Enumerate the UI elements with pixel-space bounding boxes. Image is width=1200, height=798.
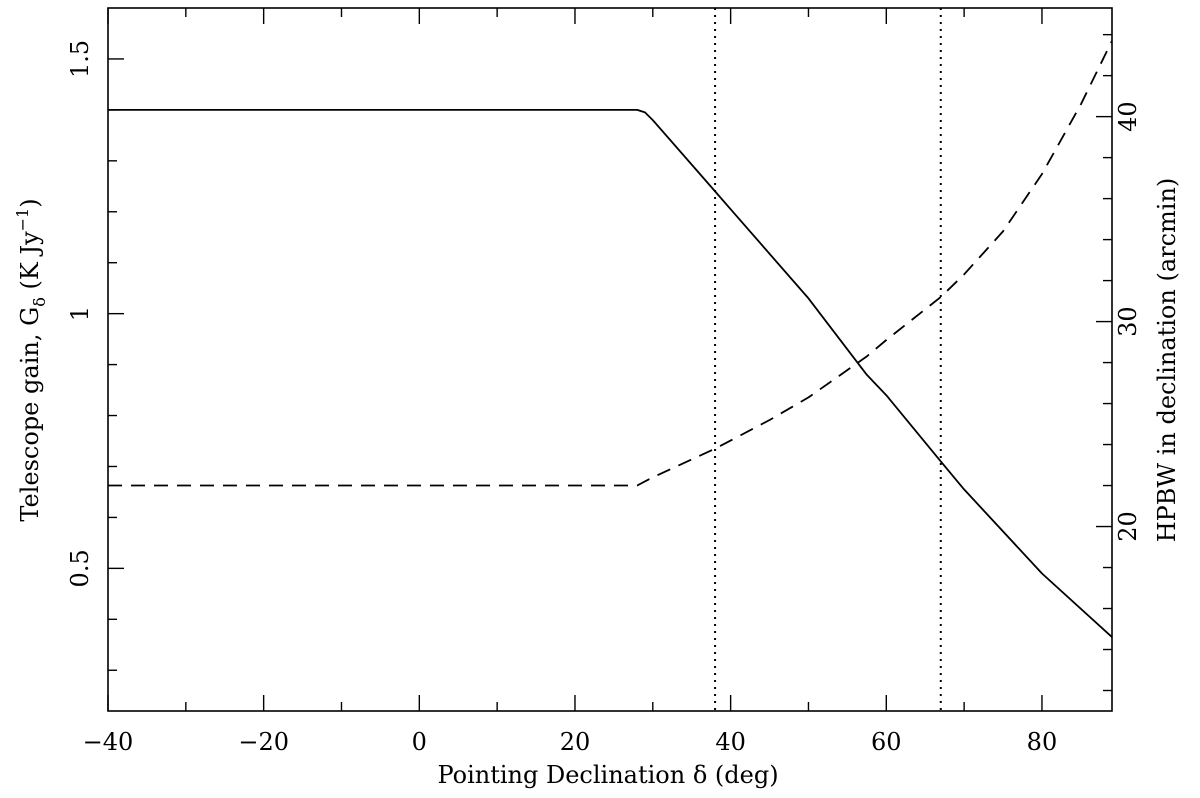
ticks bbox=[107, 8, 1112, 711]
hpbw-dashed-line bbox=[108, 40, 1113, 487]
y-left-title-post: ) bbox=[16, 198, 44, 207]
y-right-tick-label: 40 bbox=[1114, 101, 1142, 132]
x-tick-label: 80 bbox=[1027, 728, 1058, 756]
y-left-tick-label: 1 bbox=[66, 306, 94, 321]
x-tick-label: 0 bbox=[412, 728, 427, 756]
x-tick-label: 40 bbox=[715, 728, 746, 756]
y-axis-title-left: Telescope gain, Gδ (K Jy−1) bbox=[13, 198, 49, 521]
y-left-title-mid: (K Jy bbox=[16, 231, 44, 297]
x-axis-title: Pointing Declination δ (deg) bbox=[437, 761, 778, 789]
y-left-title-pre: Telescope gain, G bbox=[16, 307, 44, 522]
y-axis-title-right: HPBW in declination (arcmin) bbox=[1153, 178, 1181, 543]
y-right-tick-label: 30 bbox=[1114, 306, 1142, 337]
y-left-title-sup: −1 bbox=[13, 208, 32, 232]
x-tick-label: 60 bbox=[871, 728, 902, 756]
series-lines bbox=[108, 40, 1113, 638]
vertical-reference-lines bbox=[714, 8, 942, 711]
y-left-title-sub: δ bbox=[30, 297, 49, 307]
gain-solid-line bbox=[108, 109, 1113, 638]
x-tick-label: −40 bbox=[83, 728, 134, 756]
tick-labels: −40 −20 0 20 40 60 80 0.5 1 1.5 20 30 40 bbox=[66, 40, 1142, 756]
y-left-tick-label: 0.5 bbox=[66, 549, 94, 587]
y-left-tick-label: 1.5 bbox=[66, 40, 94, 78]
plot-frame bbox=[107, 7, 1113, 712]
x-tick-label: 20 bbox=[560, 728, 591, 756]
y-right-tick-label: 20 bbox=[1114, 511, 1142, 542]
x-tick-label: −20 bbox=[238, 728, 289, 756]
